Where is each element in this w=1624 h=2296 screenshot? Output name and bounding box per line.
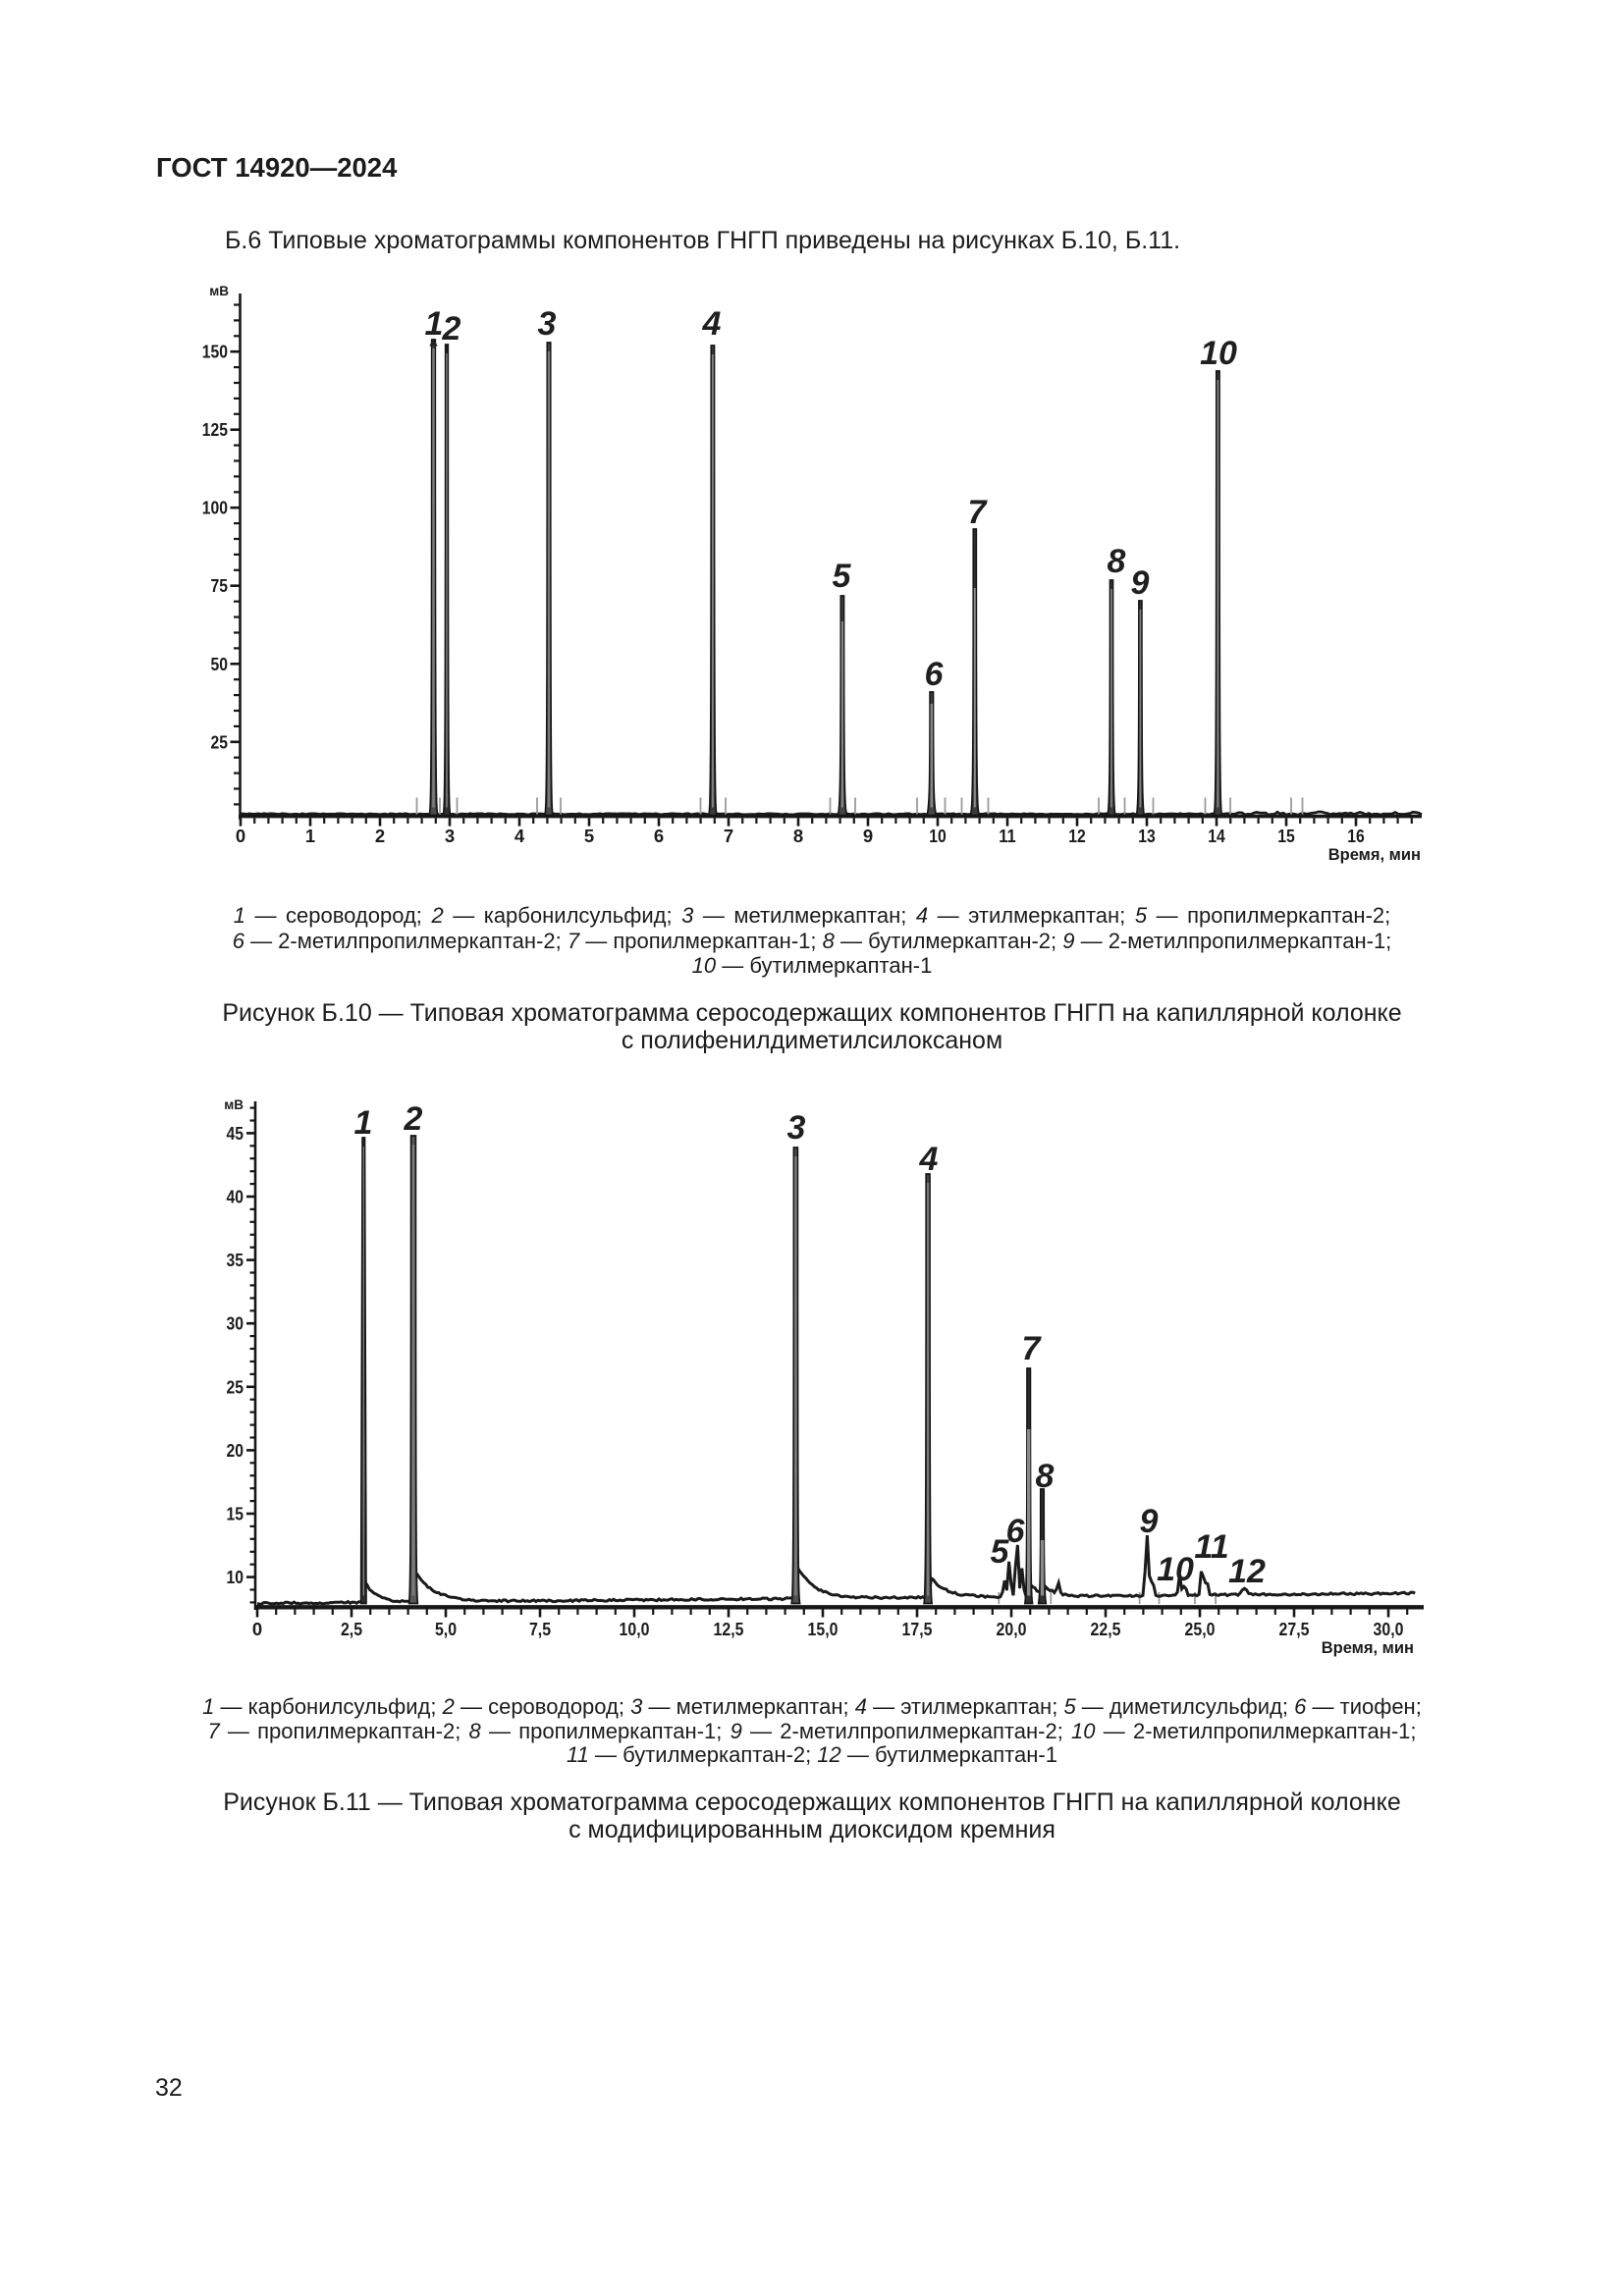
svg-text:2: 2	[442, 310, 461, 347]
svg-text:17,5: 17,5	[902, 1619, 933, 1639]
svg-text:13: 13	[1138, 826, 1156, 846]
svg-text:4: 4	[919, 1141, 939, 1178]
svg-text:9: 9	[863, 826, 873, 846]
svg-text:10: 10	[227, 1567, 244, 1587]
svg-text:11: 11	[999, 826, 1016, 846]
svg-text:25: 25	[227, 1376, 244, 1397]
svg-text:50: 50	[211, 654, 229, 674]
svg-text:25: 25	[211, 731, 229, 752]
svg-text:10: 10	[1200, 335, 1237, 372]
svg-text:6: 6	[654, 826, 664, 846]
svg-text:3: 3	[445, 826, 455, 846]
svg-text:Время, мин: Время, мин	[1322, 1639, 1414, 1657]
svg-text:125: 125	[202, 419, 228, 440]
svg-text:6: 6	[925, 656, 945, 693]
svg-text:7: 7	[724, 826, 733, 846]
svg-text:2,5: 2,5	[341, 1619, 362, 1639]
svg-text:3: 3	[538, 305, 557, 343]
svg-text:5,0: 5,0	[435, 1619, 457, 1639]
svg-text:1: 1	[425, 305, 444, 343]
svg-text:0: 0	[236, 826, 245, 846]
svg-text:12,5: 12,5	[714, 1619, 744, 1639]
svg-text:45: 45	[227, 1123, 244, 1144]
svg-text:0: 0	[252, 1619, 262, 1639]
svg-text:8: 8	[1108, 543, 1126, 580]
svg-text:Время, мин: Время, мин	[1328, 846, 1421, 864]
svg-text:мВ: мВ	[224, 1097, 244, 1112]
svg-text:12: 12	[1228, 1553, 1266, 1590]
svg-text:20,0: 20,0	[997, 1619, 1027, 1639]
svg-text:1: 1	[305, 826, 315, 846]
svg-text:75: 75	[211, 575, 229, 596]
svg-text:22,5: 22,5	[1091, 1619, 1121, 1639]
svg-text:14: 14	[1208, 826, 1225, 846]
svg-text:20: 20	[227, 1440, 244, 1461]
svg-text:27,5: 27,5	[1279, 1619, 1310, 1639]
svg-text:40: 40	[227, 1187, 244, 1207]
svg-text:15: 15	[227, 1504, 244, 1524]
svg-text:2: 2	[404, 1100, 423, 1138]
svg-text:7,5: 7,5	[529, 1619, 551, 1639]
svg-text:7: 7	[1022, 1330, 1043, 1367]
svg-text:25,0: 25,0	[1185, 1619, 1216, 1639]
svg-text:5: 5	[833, 558, 852, 595]
svg-text:11: 11	[1194, 1528, 1228, 1566]
svg-text:5: 5	[991, 1533, 1010, 1571]
svg-text:12: 12	[1068, 826, 1086, 846]
svg-text:2: 2	[375, 826, 385, 846]
svg-text:мВ: мВ	[209, 284, 229, 298]
svg-text:1: 1	[354, 1104, 373, 1142]
svg-text:10,0: 10,0	[620, 1619, 650, 1639]
svg-text:30,0: 30,0	[1374, 1619, 1404, 1639]
svg-text:7: 7	[968, 494, 989, 531]
svg-text:15,0: 15,0	[808, 1619, 839, 1639]
svg-text:15: 15	[1277, 826, 1295, 846]
svg-text:30: 30	[227, 1313, 244, 1334]
svg-text:3: 3	[787, 1109, 806, 1147]
svg-text:9: 9	[1140, 1503, 1159, 1540]
svg-text:100: 100	[202, 498, 228, 518]
svg-text:150: 150	[202, 342, 228, 362]
svg-text:10: 10	[929, 826, 947, 846]
svg-text:9: 9	[1131, 564, 1150, 602]
svg-text:4: 4	[702, 305, 722, 343]
svg-text:16: 16	[1347, 826, 1365, 846]
svg-text:4: 4	[514, 826, 525, 846]
svg-text:35: 35	[227, 1250, 244, 1270]
svg-text:10: 10	[1157, 1551, 1194, 1588]
svg-text:5: 5	[584, 826, 594, 846]
svg-text:8: 8	[1036, 1458, 1055, 1495]
svg-text:6: 6	[1006, 1513, 1026, 1550]
svg-text:8: 8	[793, 826, 803, 846]
